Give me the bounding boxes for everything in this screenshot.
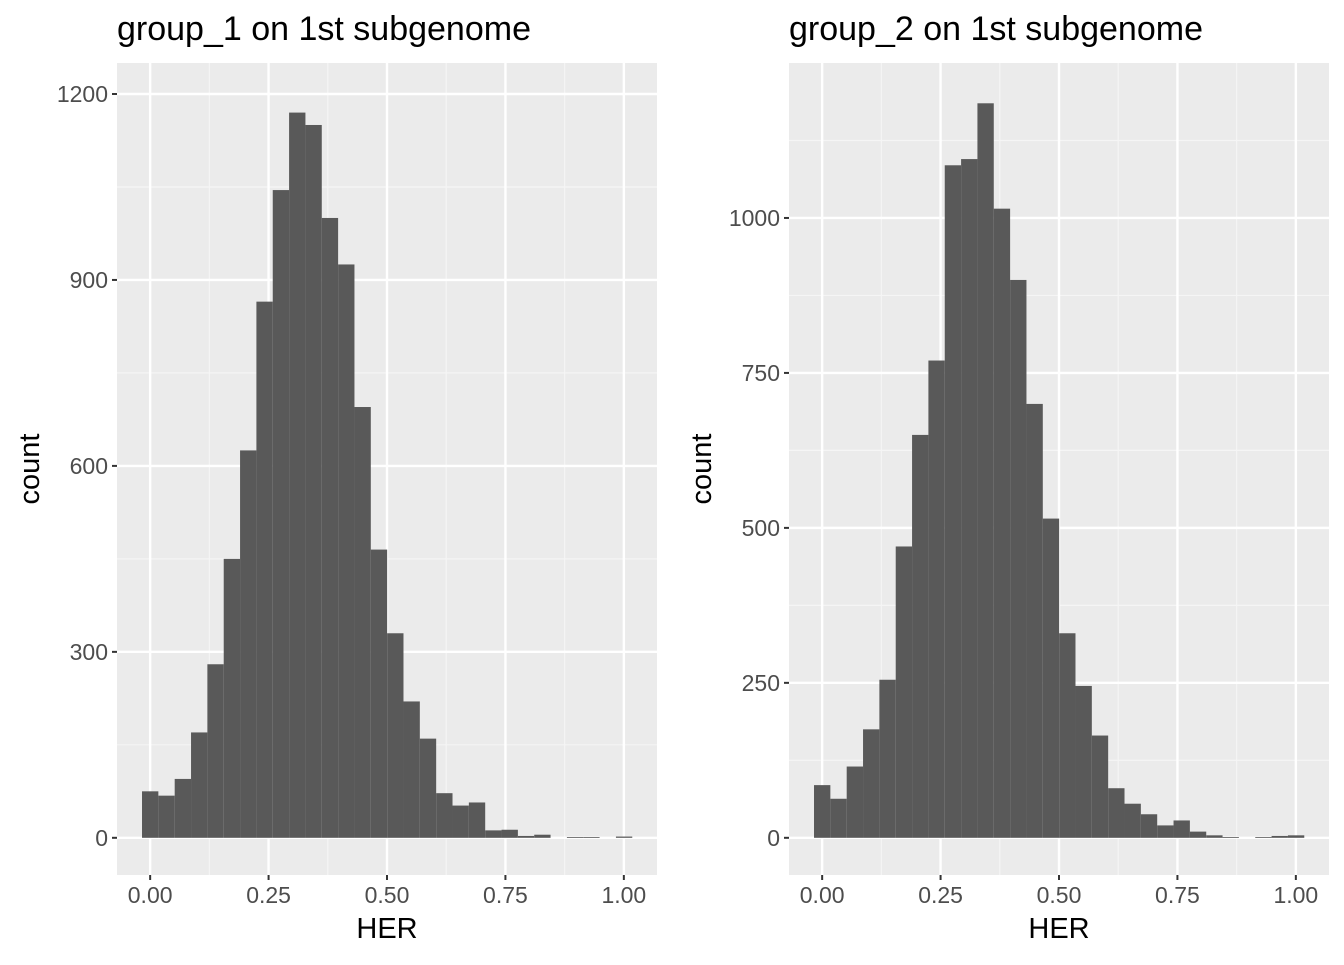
histogram-bar bbox=[1010, 279, 1027, 838]
histogram-bar bbox=[830, 798, 847, 838]
histogram-bar bbox=[142, 791, 159, 838]
histogram-bar bbox=[863, 729, 880, 838]
x-tick-label: 0.75 bbox=[483, 882, 528, 908]
histogram-bar bbox=[1157, 825, 1174, 838]
histogram-bar bbox=[895, 546, 913, 838]
histogram-bar bbox=[387, 633, 404, 838]
histogram-bar bbox=[1271, 835, 1288, 838]
histogram-bar bbox=[223, 558, 241, 838]
histogram-bar bbox=[370, 549, 388, 838]
x-tick-label: 0.00 bbox=[128, 882, 173, 908]
y-tick-label: 500 bbox=[742, 515, 780, 541]
histogram-bar bbox=[419, 738, 437, 838]
histogram-bar bbox=[452, 805, 469, 838]
panel-2: 0 250 500 750 1000 0.00 0.25 0.50 0.75 1.00 group_… bbox=[686, 10, 1329, 945]
y-tick-label: 250 bbox=[742, 670, 780, 696]
histogram-bar bbox=[321, 217, 339, 838]
x-axis-title: HER bbox=[1028, 913, 1089, 945]
x-tick-label: 0.50 bbox=[365, 882, 410, 908]
histogram-bar bbox=[928, 360, 945, 838]
histogram-bar bbox=[912, 434, 929, 838]
histogram-bar bbox=[1026, 403, 1043, 838]
histogram-bars bbox=[814, 103, 1305, 838]
histogram-bar bbox=[501, 829, 518, 838]
histogram-bar bbox=[1091, 735, 1109, 838]
histogram-bar bbox=[289, 112, 306, 838]
y-tick-label: 600 bbox=[70, 453, 108, 479]
histogram-bar bbox=[354, 407, 371, 838]
histogram-bar bbox=[1222, 837, 1239, 838]
x-axis-title: HER bbox=[356, 913, 417, 945]
histogram-bar bbox=[1059, 633, 1076, 838]
x-tick-label: 0.75 bbox=[1155, 882, 1200, 908]
histogram-bar bbox=[436, 793, 453, 838]
histogram-bar bbox=[534, 834, 551, 838]
x-tick-label: 1.00 bbox=[601, 882, 646, 908]
histogram-bar bbox=[977, 103, 994, 838]
histogram-bar bbox=[338, 264, 355, 838]
panel-1: 0 300 600 900 1200 0.00 0.25 0.50 0.75 1.00 group_… bbox=[14, 10, 657, 945]
x-tick-label: 0.25 bbox=[918, 882, 963, 908]
histogram-bar bbox=[403, 701, 420, 838]
histogram-bar bbox=[814, 785, 831, 838]
y-tick-label: 900 bbox=[70, 267, 108, 293]
histogram-bar bbox=[1124, 803, 1141, 838]
histogram-bar bbox=[879, 679, 896, 838]
histogram-bar bbox=[207, 664, 224, 838]
histogram-bar bbox=[1140, 814, 1158, 838]
chart-title: group_2 on 1st subgenome bbox=[789, 10, 1203, 48]
histogram-bar bbox=[191, 732, 208, 838]
histogram-bar bbox=[1173, 820, 1190, 838]
x-tick-label: 1.00 bbox=[1273, 882, 1318, 908]
x-tick-label: 0.50 bbox=[1037, 882, 1082, 908]
histogram-bar bbox=[174, 778, 192, 838]
histogram-bar bbox=[158, 795, 175, 838]
histogram-bar bbox=[1287, 835, 1305, 838]
histogram-bar bbox=[1075, 685, 1092, 838]
histogram-bar bbox=[485, 830, 502, 838]
y-tick-label: 1200 bbox=[57, 81, 108, 107]
y-axis-title: count bbox=[14, 434, 46, 505]
y-tick-label: 300 bbox=[70, 639, 108, 665]
y-axis-title: count bbox=[686, 434, 718, 505]
histogram-bar bbox=[1255, 837, 1272, 838]
y-tick-label: 750 bbox=[742, 360, 780, 386]
histogram-bar bbox=[305, 124, 322, 838]
histogram-bar bbox=[993, 208, 1011, 838]
histogram-bar bbox=[517, 835, 535, 838]
histogram-bar bbox=[615, 836, 633, 838]
x-tick-label: 0.00 bbox=[800, 882, 845, 908]
histogram-bar bbox=[846, 766, 864, 838]
histogram-bar bbox=[1189, 831, 1207, 838]
y-tick-label: 1000 bbox=[729, 205, 780, 231]
histogram-bar bbox=[583, 837, 600, 838]
histogram-bar bbox=[1042, 518, 1060, 838]
histogram-bar bbox=[256, 301, 273, 838]
histogram-bar bbox=[468, 802, 486, 838]
histogram-bar bbox=[944, 165, 962, 838]
y-tick-label: 0 bbox=[95, 825, 108, 851]
chart-title: group_1 on 1st subgenome bbox=[117, 10, 531, 48]
histogram-bar bbox=[1108, 788, 1125, 838]
y-tick-label: 0 bbox=[767, 825, 780, 851]
histogram-bar bbox=[240, 450, 257, 838]
histogram-bar bbox=[961, 159, 978, 838]
histogram-bar bbox=[566, 837, 584, 838]
x-tick-label: 0.25 bbox=[246, 882, 291, 908]
histogram-bars bbox=[142, 112, 633, 838]
histogram-bar bbox=[1206, 835, 1223, 838]
histogram-bar bbox=[272, 190, 290, 838]
